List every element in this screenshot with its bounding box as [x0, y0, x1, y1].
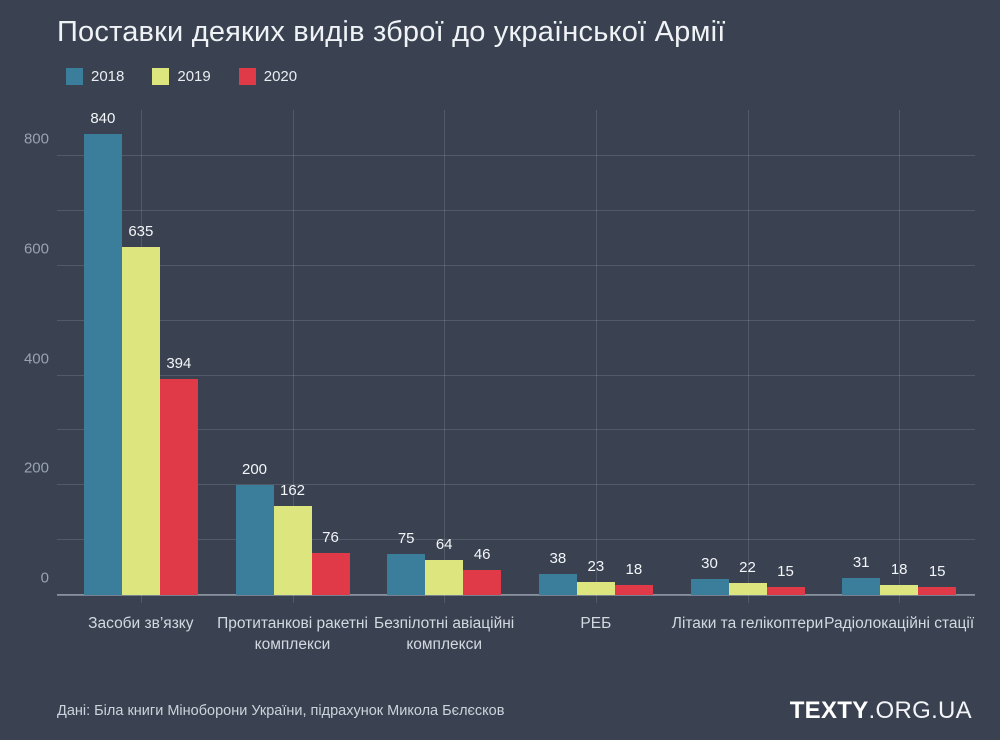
value-label-2019-4: 22 — [739, 558, 756, 576]
value-label-2020-4: 15 — [777, 562, 794, 580]
value-label-2018-2: 75 — [397, 529, 415, 547]
value-label-2018-1: 200 — [241, 461, 268, 479]
bar-2020-4 — [766, 586, 805, 595]
legend-label-2019: 2019 — [177, 68, 211, 85]
y-tick-label-400: 400 — [23, 350, 49, 368]
bar-2020-0 — [159, 378, 198, 595]
bar-2019-2 — [425, 559, 464, 595]
gridline-h-300 — [57, 429, 975, 431]
value-label-2018-5: 31 — [852, 554, 870, 571]
bar-2018-0 — [83, 134, 122, 595]
gridline-v — [444, 110, 446, 603]
value-label-2019-5: 18 — [890, 561, 908, 579]
gridline-v — [747, 110, 749, 603]
gridline-v — [595, 110, 597, 603]
y-tick-label-600: 600 — [23, 240, 49, 258]
x-category-label-1: Протитанкові ракетні комплекси — [217, 615, 368, 653]
plot-area: 0 200 400 600 800 840 635 394 Засоби зв’язку 200 1… — [24, 108, 975, 653]
gridline-h-800 — [57, 155, 975, 157]
bar-2018-1 — [235, 485, 274, 595]
legend-label-2018: 2018 — [91, 68, 125, 85]
bar-2020-1 — [311, 553, 350, 595]
value-label-2018-4: 30 — [701, 554, 718, 572]
texty-logo: TEXTY.ORG.UA — [790, 697, 972, 725]
value-label-2019-1: 162 — [279, 482, 306, 500]
bar-2019-3 — [576, 582, 615, 595]
gridline-h-200 — [57, 484, 975, 486]
value-label-2020-2: 46 — [473, 545, 491, 563]
legend-swatch-2018 — [66, 68, 83, 85]
legend: 2018 2019 2020 — [66, 68, 325, 85]
y-tick-label-800: 800 — [23, 130, 49, 148]
x-category-label-5: Радіолокаційні стації — [824, 615, 975, 632]
value-label-2018-0: 840 — [90, 110, 116, 128]
bar-2019-4 — [728, 582, 767, 595]
data-source-note: Дані: Біла книги Міноборони України, під… — [57, 703, 505, 719]
y-tick-label-0: 0 — [40, 569, 49, 587]
legend-item-2018: 2018 — [66, 68, 124, 85]
x-category-label-4: Літаки та гелікоптери — [671, 615, 824, 632]
value-label-2019-3: 23 — [587, 558, 605, 576]
x-category-label-3: РЕБ — [580, 615, 612, 632]
value-label-2020-1: 76 — [322, 529, 339, 547]
page-title: Поставки деяких видів зброї до українськ… — [57, 16, 726, 48]
value-label-2020-3: 18 — [625, 561, 643, 579]
legend-item-2020: 2020 — [238, 68, 298, 85]
x-category-label-0: Засоби зв’язку — [88, 615, 194, 632]
legend-swatch-2020 — [238, 68, 256, 85]
bar-2018-2 — [387, 553, 426, 595]
value-label-2019-2: 64 — [435, 535, 453, 553]
gridline-v — [292, 110, 294, 603]
legend-item-2019: 2019 — [152, 68, 211, 85]
value-label-2018-3: 38 — [549, 550, 567, 568]
gridline-h-0 — [57, 594, 975, 595]
texty-logo-bold: TEXTY — [789, 697, 869, 724]
gridline-h-500 — [57, 319, 975, 321]
bar-2018-5 — [842, 578, 881, 595]
value-label-2019-0: 635 — [128, 222, 154, 240]
y-tick-label-200: 200 — [23, 459, 49, 477]
bar-2020-3 — [614, 585, 653, 595]
bar-2019-5 — [880, 585, 919, 595]
bar-2020-5 — [918, 586, 957, 595]
bar-2019-0 — [121, 246, 160, 595]
x-axis-line — [57, 594, 975, 596]
gridline-h-400 — [57, 374, 975, 376]
texty-logo-rest: .ORG.UA — [868, 697, 972, 724]
gridline-h-600 — [57, 264, 975, 266]
gridline-h-700 — [57, 210, 975, 212]
gridline-h-100 — [57, 539, 975, 541]
legend-label-2020: 2020 — [263, 68, 298, 85]
bar-2020-2 — [463, 569, 502, 595]
gridline-v — [899, 110, 901, 603]
value-label-2020-0: 394 — [166, 354, 192, 372]
legend-swatch-2019 — [152, 68, 170, 85]
value-label-2020-5: 15 — [928, 562, 946, 580]
bar-2018-4 — [690, 578, 729, 595]
bar-2019-1 — [273, 506, 312, 595]
x-category-label-2: Безпілотні авіаційні комплекси — [374, 615, 515, 653]
bar-2018-3 — [538, 574, 577, 595]
